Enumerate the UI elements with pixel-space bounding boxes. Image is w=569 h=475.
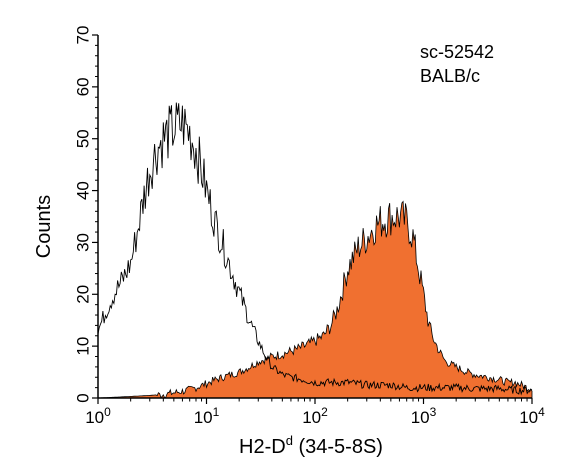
y-tick-label: 50 <box>73 129 92 148</box>
x-axis-title: H2-Dd (34-5-8S) <box>239 433 383 458</box>
plot-area <box>97 102 533 399</box>
x-tick-label: 102 <box>302 405 328 427</box>
y-tick-label: 40 <box>73 181 92 200</box>
annotation-0: sc-52542 <box>420 42 494 62</box>
series-0-area <box>97 200 533 399</box>
x-tick-label: 101 <box>194 405 220 427</box>
y-tick-label: 60 <box>73 77 92 96</box>
x-tick-label: 104 <box>519 405 545 427</box>
series-1-line <box>97 102 533 396</box>
x-tick-label: 100 <box>85 405 111 427</box>
labels: 0 10 20 30 40 50 60 70 100 101 102 103 104 H2-Dd (34-… <box>33 26 545 458</box>
y-tick-label: 70 <box>73 26 92 45</box>
axes <box>92 34 533 404</box>
y-axis-title: Counts <box>33 195 55 258</box>
y-tick-label: 20 <box>73 285 92 304</box>
x-tick-label: 103 <box>411 405 437 427</box>
y-tick-label: 0 <box>73 393 92 402</box>
annotation-1: BALB/c <box>420 66 480 86</box>
y-tick-label: 10 <box>73 337 92 356</box>
y-tick-label: 30 <box>73 233 92 252</box>
